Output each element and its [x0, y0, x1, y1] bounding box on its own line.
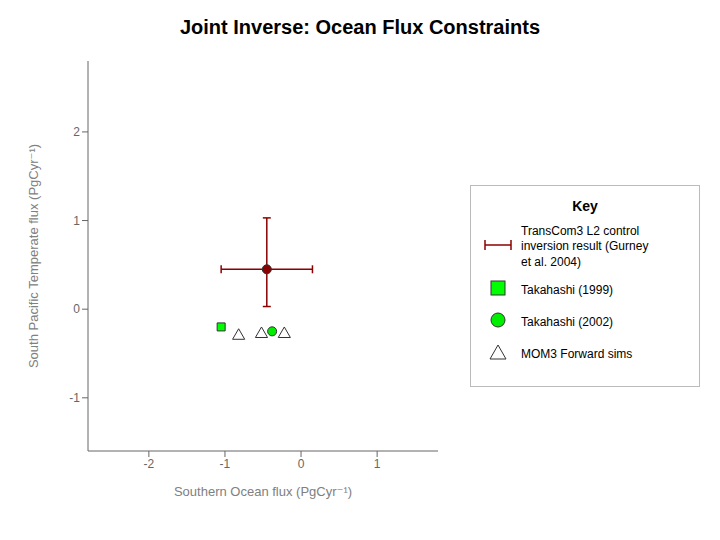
html-text:MOM3 Forward sims: MOM3 Forward sims — [521, 346, 633, 361]
html-text:Key: Key — [572, 197, 598, 214]
svg-text:Southern Ocean flux (PgCyr⁻¹): Southern Ocean flux (PgCyr⁻¹) — [174, 484, 352, 499]
svg-text:0: 0 — [73, 302, 80, 316]
svg-text:0: 0 — [298, 457, 305, 471]
svg-text:-1: -1 — [69, 391, 80, 405]
svg-text:South Pacific Temperate flux (: South Pacific Temperate flux (PgCyr⁻¹) — [26, 144, 41, 368]
svg-text:1: 1 — [374, 457, 381, 471]
svg-text:-1: -1 — [220, 457, 231, 471]
html-text:Takahashi (2002): Takahashi (2002) — [521, 314, 614, 329]
html-text:TransCom3 L2 control inversion: TransCom3 L2 control inversion result (G… — [521, 223, 649, 269]
svg-text:-2: -2 — [144, 457, 155, 471]
html-text:Joint Inverse: Ocean Flux Cons: Joint Inverse: Ocean Flux Constraints — [180, 16, 540, 38]
svg-text:2: 2 — [73, 125, 80, 139]
html-text:Takahashi (1999): Takahashi (1999) — [521, 282, 614, 297]
svg-text:1: 1 — [73, 214, 80, 228]
